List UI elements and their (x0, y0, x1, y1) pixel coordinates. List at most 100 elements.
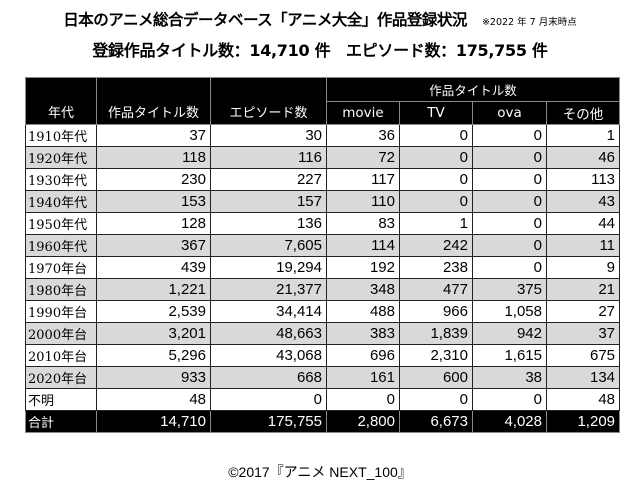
cell-era: 2010年台 (25, 344, 97, 367)
cell-total-movie: 2,800 (326, 410, 400, 433)
cell-titles: 230 (96, 168, 211, 191)
cell-ova: 0 (472, 146, 547, 169)
table-row: 1950年代 128 136 83 1 0 44 (25, 212, 621, 235)
cell-ova: 0 (472, 190, 547, 213)
header-episodes: エピソード数 (210, 77, 327, 125)
cell-movie: 383 (326, 322, 400, 345)
cell-era: 2020年台 (25, 366, 97, 389)
cell-other: 44 (545, 212, 621, 235)
cell-total-label: 合計 (25, 410, 97, 433)
cell-era: 1970年台 (25, 256, 97, 279)
cell-tv: 242 (399, 234, 473, 257)
cell-movie: 117 (326, 168, 400, 191)
cell-ova: 38 (472, 366, 547, 389)
cell-era: 1910年代 (25, 124, 97, 147)
cell-tv: 477 (399, 278, 473, 301)
cell-tv: 1,839 (399, 322, 473, 345)
cell-movie: 348 (326, 278, 400, 301)
cell-episodes: 0 (210, 388, 327, 411)
cell-tv: 0 (399, 190, 473, 213)
table-row: 1980年台 1,221 21,377 348 477 375 21 (25, 278, 621, 301)
cell-titles: 933 (96, 366, 211, 389)
cell-era: 1930年代 (25, 168, 97, 191)
cell-movie: 696 (326, 344, 400, 367)
cell-ova: 0 (472, 168, 547, 191)
cell-movie: 72 (326, 146, 400, 169)
title-text: 日本のアニメ総合データベース「アニメ大全」作品登録状況 (63, 11, 467, 29)
total-row: 合計 14,710 175,755 2,800 6,673 4,028 1,20… (25, 410, 621, 433)
cell-episodes: 7,605 (210, 234, 327, 257)
cell-episodes: 30 (210, 124, 327, 147)
table-row: 不明 48 0 0 0 0 48 (25, 388, 621, 411)
cell-other: 43 (545, 190, 621, 213)
header-ova: ova (472, 101, 547, 125)
cell-movie: 83 (326, 212, 400, 235)
cell-movie: 161 (326, 366, 400, 389)
table-row: 1910年代 37 30 36 0 0 1 (25, 124, 621, 147)
cell-episodes: 668 (210, 366, 327, 389)
cell-tv: 600 (399, 366, 473, 389)
cell-total-other: 1,209 (545, 410, 621, 433)
cell-titles: 367 (96, 234, 211, 257)
cell-movie: 36 (326, 124, 400, 147)
cell-other: 1 (545, 124, 621, 147)
cell-ova: 0 (472, 212, 547, 235)
cell-other: 113 (545, 168, 621, 191)
header-group-titles: 作品タイトル数 (325, 77, 621, 102)
cell-tv: 2,310 (399, 344, 473, 367)
cell-tv: 1 (399, 212, 473, 235)
cell-tv: 0 (399, 124, 473, 147)
date-note: ※2022 年 7 月末時点 (481, 17, 577, 28)
registration-table: 年代 作品タイトル数 エピソード数 作品タイトル数 movie TV ova そ… (25, 77, 621, 433)
cell-titles: 3,201 (96, 322, 211, 345)
summary-line: 登録作品タイトル数：14,710 件 エピソード数：175,755 件 (92, 41, 548, 60)
cell-episodes: 116 (210, 146, 327, 169)
cell-ova: 0 (472, 256, 547, 279)
cell-episodes: 227 (210, 168, 327, 191)
header-movie: movie (326, 101, 400, 125)
cell-other: 37 (545, 322, 621, 345)
cell-other: 675 (545, 344, 621, 367)
table-row: 1970年台 439 19,294 192 238 0 9 (25, 256, 621, 279)
cell-movie: 192 (326, 256, 400, 279)
cell-ova: 0 (472, 234, 547, 257)
cell-tv: 0 (399, 146, 473, 169)
cell-tv: 0 (399, 168, 473, 191)
cell-titles: 1,221 (96, 278, 211, 301)
cell-movie: 0 (326, 388, 400, 411)
cell-era: 1990年台 (25, 300, 97, 323)
cell-episodes: 34,414 (210, 300, 327, 323)
cell-episodes: 157 (210, 190, 327, 213)
table-row: 1920年代 118 116 72 0 0 46 (25, 146, 621, 169)
cell-total-ova: 4,028 (472, 410, 547, 433)
cell-era: 不明 (25, 388, 97, 411)
cell-titles: 48 (96, 388, 211, 411)
cell-other: 48 (545, 388, 621, 411)
cell-titles: 118 (96, 146, 211, 169)
header-other: その他 (545, 101, 621, 125)
table-row: 2010年台 5,296 43,068 696 2,310 1,615 675 (25, 344, 621, 367)
cell-titles: 153 (96, 190, 211, 213)
cell-episodes: 48,663 (210, 322, 327, 345)
cell-era: 1920年代 (25, 146, 97, 169)
cell-era: 1940年代 (25, 190, 97, 213)
cell-titles: 5,296 (96, 344, 211, 367)
table-row: 1990年台 2,539 34,414 488 966 1,058 27 (25, 300, 621, 323)
cell-other: 46 (545, 146, 621, 169)
cell-ova: 0 (472, 124, 547, 147)
cell-other: 27 (545, 300, 621, 323)
cell-movie: 114 (326, 234, 400, 257)
header-era: 年代 (25, 77, 97, 125)
cell-tv: 966 (399, 300, 473, 323)
table-row: 2020年台 933 668 161 600 38 134 (25, 366, 621, 389)
cell-tv: 238 (399, 256, 473, 279)
cell-other: 11 (545, 234, 621, 257)
cell-episodes: 43,068 (210, 344, 327, 367)
cell-era: 2000年台 (25, 322, 97, 345)
cell-titles: 439 (96, 256, 211, 279)
table-row: 1940年代 153 157 110 0 0 43 (25, 190, 621, 213)
cell-ova: 942 (472, 322, 547, 345)
cell-era: 1960年代 (25, 234, 97, 257)
cell-other: 9 (545, 256, 621, 279)
cell-other: 21 (545, 278, 621, 301)
